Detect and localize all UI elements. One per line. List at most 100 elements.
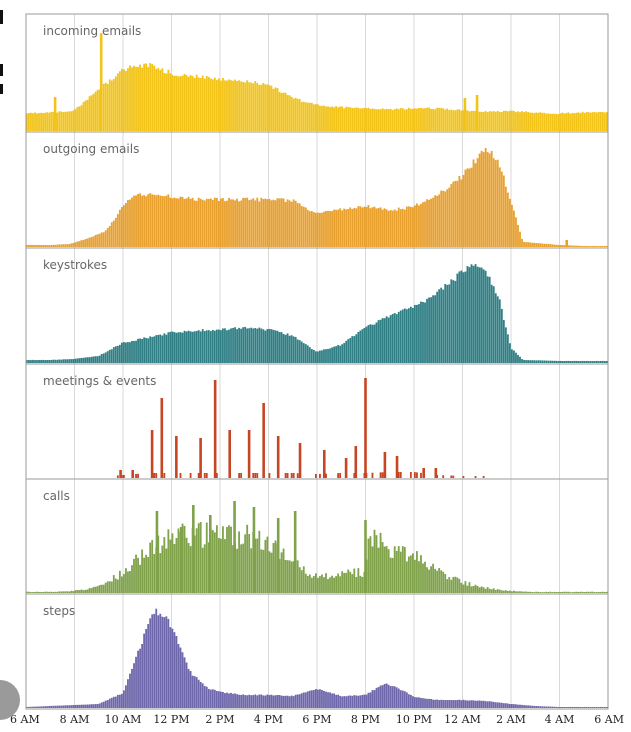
bar [567,112,570,131]
bar [40,359,42,363]
bar [78,590,81,593]
bar [228,525,230,593]
bar [369,536,372,593]
bar [118,209,121,247]
bar [438,289,441,363]
bar [215,329,218,363]
bar [575,112,578,131]
bar [296,694,299,708]
bar [517,111,519,131]
bar [359,695,362,708]
spike-bar [354,446,358,478]
bar [446,284,449,363]
bar [76,704,79,708]
bar [539,360,542,363]
bar [399,108,402,131]
bar [569,245,572,247]
bar [260,549,263,593]
bar [327,106,329,131]
bar [195,677,198,708]
bar [133,195,135,247]
bar [195,331,198,363]
bar [207,199,210,247]
bar [561,707,564,708]
bar [310,102,313,131]
bar [46,112,49,131]
bar [290,695,293,708]
bar [236,694,238,708]
bar [511,704,513,708]
bar [395,210,398,247]
bar [597,361,600,363]
bar [561,591,564,593]
bar [215,197,218,247]
bar [575,706,578,708]
bar [254,200,257,247]
bar [236,198,238,247]
bar [98,89,101,131]
bar [601,360,604,363]
bar [476,700,479,708]
bar [553,360,556,363]
bar [430,698,432,708]
bar [492,111,495,131]
bar [157,68,160,131]
bar [54,591,57,593]
bar [44,112,47,131]
bar [601,707,604,708]
bar [207,76,210,131]
bar [135,554,137,593]
bar [252,198,255,247]
bar [165,616,168,708]
bar [569,113,572,131]
spike-bar [199,438,202,478]
bar [34,244,36,247]
bar [284,201,287,247]
bar [215,690,218,708]
bar [191,75,194,131]
bar [347,339,350,363]
bar [100,353,103,363]
x-tick-label: 6 PM [302,713,331,726]
bar [123,69,125,131]
bar [464,271,467,363]
bar [60,111,63,131]
bar [197,473,200,478]
bar [527,591,529,593]
bar [375,687,378,708]
bar [581,111,584,131]
bar [106,700,109,708]
bar [377,320,380,363]
bar [120,576,123,593]
bar [151,64,154,131]
bar [185,537,188,593]
bar [302,343,305,363]
bar [377,547,380,593]
bar [571,245,574,247]
bar [508,343,511,363]
bar [593,111,596,131]
bar [189,546,192,593]
spike-bar [276,436,280,478]
bar [32,592,34,593]
bar [327,348,329,363]
bar [254,328,257,363]
bar [595,592,598,593]
bar [155,195,158,247]
bar [555,360,558,363]
bar [484,270,487,363]
bar [187,668,190,708]
bar [496,110,499,131]
bar [585,706,588,708]
bar [151,540,154,593]
bar [118,71,121,131]
spike-bar [179,527,183,593]
bar [490,150,493,247]
bar [537,360,540,363]
bar [282,92,285,131]
bar [155,69,158,131]
bar [159,334,162,363]
bar [480,150,483,247]
bar [319,212,321,247]
bar [195,74,198,131]
